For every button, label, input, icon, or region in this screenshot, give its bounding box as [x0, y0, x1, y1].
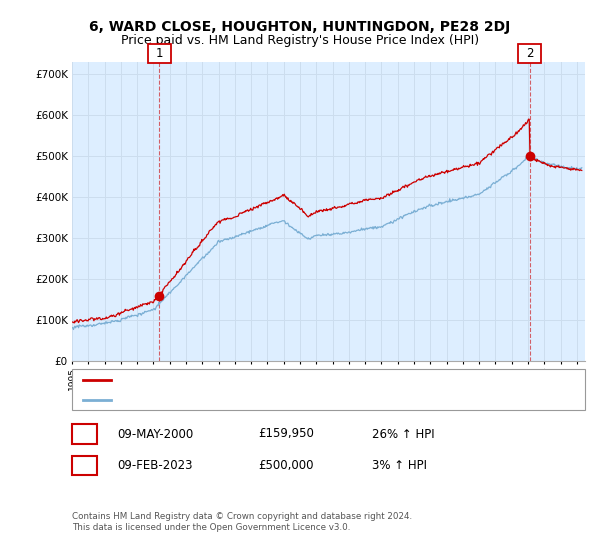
Text: HPI: Average price, detached house, Huntingdonshire: HPI: Average price, detached house, Hunt… — [115, 395, 383, 405]
Text: 6, WARD CLOSE, HOUGHTON, HUNTINGDON, PE28 2DJ (detached house): 6, WARD CLOSE, HOUGHTON, HUNTINGDON, PE2… — [115, 376, 478, 385]
Text: Contains HM Land Registry data © Crown copyright and database right 2024.
This d: Contains HM Land Registry data © Crown c… — [72, 512, 412, 532]
Text: 2: 2 — [80, 459, 89, 473]
Text: 1: 1 — [155, 47, 163, 60]
Text: 09-FEB-2023: 09-FEB-2023 — [117, 459, 193, 473]
Text: £159,950: £159,950 — [258, 427, 314, 441]
Text: 09-MAY-2000: 09-MAY-2000 — [117, 427, 193, 441]
Text: Price paid vs. HM Land Registry's House Price Index (HPI): Price paid vs. HM Land Registry's House … — [121, 34, 479, 46]
Text: 1: 1 — [80, 427, 89, 441]
Text: 6, WARD CLOSE, HOUGHTON, HUNTINGDON, PE28 2DJ: 6, WARD CLOSE, HOUGHTON, HUNTINGDON, PE2… — [89, 20, 511, 34]
Text: £500,000: £500,000 — [258, 459, 314, 473]
Text: 26% ↑ HPI: 26% ↑ HPI — [372, 427, 434, 441]
Text: 2: 2 — [526, 47, 533, 60]
Text: 3% ↑ HPI: 3% ↑ HPI — [372, 459, 427, 473]
